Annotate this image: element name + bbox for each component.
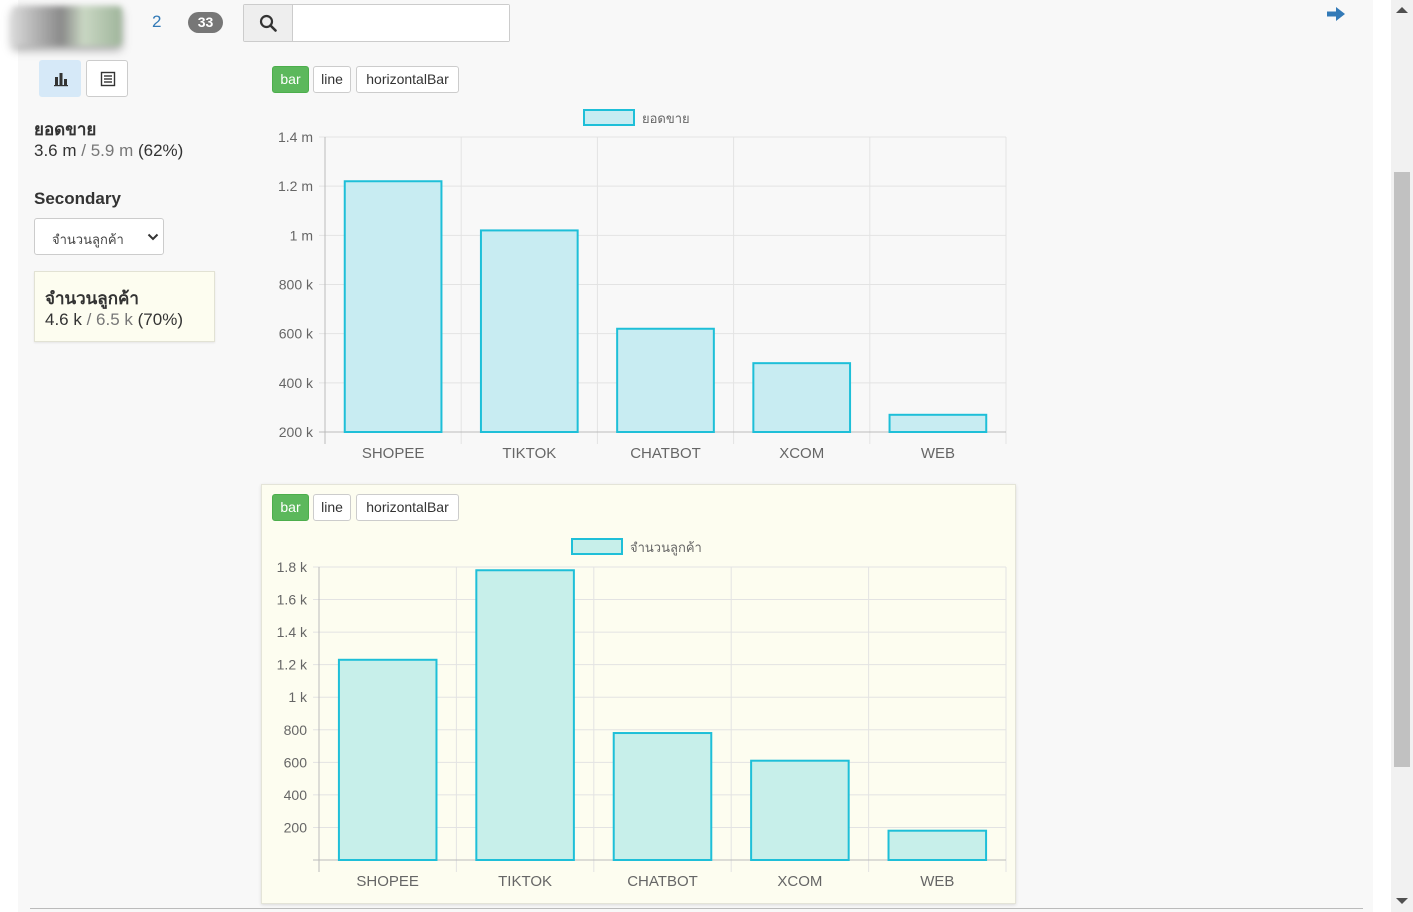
bar — [475, 569, 575, 861]
bottom-divider — [30, 908, 1363, 909]
y-tick-label: 200 — [284, 819, 308, 835]
secondary-value: 4.6 k — [45, 310, 82, 329]
x-tick-label: CHATBOT — [630, 445, 701, 462]
page-number-link[interactable]: 2 — [152, 12, 162, 31]
secondary-total: / 6.5 k — [86, 310, 133, 329]
y-tick-label: 1 m — [290, 227, 313, 243]
arrow-right-icon[interactable] — [1325, 6, 1347, 22]
bar-chart-icon — [54, 73, 68, 87]
secondary-select[interactable]: จำนวนลูกค้า — [34, 218, 164, 255]
y-tick-label: 200 k — [279, 424, 314, 440]
legend-label: จำนวนลูกค้า — [630, 541, 702, 556]
x-tick-label: XCOM — [777, 873, 822, 890]
y-tick-label: 1.8 k — [277, 559, 308, 575]
scroll-thumb[interactable] — [1394, 172, 1410, 767]
y-tick-label: 1.2 k — [277, 657, 308, 673]
secondary-metric-title: จำนวนลูกค้า — [45, 289, 139, 308]
scroll-up-arrow-icon[interactable] — [1396, 7, 1408, 13]
x-tick-label: SHOPEE — [356, 873, 419, 890]
search-group — [243, 4, 510, 42]
y-tick-label: 600 — [284, 754, 308, 770]
x-tick-label: CHATBOT — [627, 873, 698, 890]
chevron-down-icon — [147, 233, 159, 241]
bar — [343, 180, 443, 433]
bar — [616, 327, 715, 433]
search-button[interactable] — [244, 5, 293, 41]
bar — [752, 362, 852, 433]
primary-percent: (62%) — [137, 141, 184, 160]
vertical-scrollbar[interactable] — [1391, 0, 1413, 912]
primary-total: / 5.9 m — [81, 141, 134, 160]
x-tick-label: WEB — [921, 445, 955, 462]
secondary-percent: (70%) — [137, 310, 183, 329]
count-badge: 33 — [188, 12, 223, 33]
y-tick-label: 800 — [284, 722, 308, 738]
x-tick-label: SHOPEE — [362, 445, 425, 462]
chart-view-button[interactable] — [39, 60, 81, 97]
scroll-down-arrow-icon[interactable] — [1396, 898, 1408, 904]
x-tick-label: TIKTOK — [498, 873, 552, 890]
y-tick-label: 1.6 k — [277, 592, 308, 608]
chart1-type-horizontalbar-button[interactable]: horizontalBar — [356, 66, 459, 93]
bar — [612, 732, 713, 861]
y-tick-label: 400 — [284, 787, 308, 803]
primary-metric-title: ยอดขาย — [34, 120, 97, 139]
y-tick-label: 1.4 m — [278, 129, 313, 145]
table-view-button[interactable] — [86, 60, 128, 97]
bar — [750, 759, 850, 862]
legend-swatch — [583, 109, 635, 126]
y-tick-label: 800 k — [279, 277, 314, 293]
secondary-label: Secondary — [34, 189, 121, 208]
x-tick-label: WEB — [920, 873, 954, 890]
bar — [479, 229, 579, 433]
x-tick-label: XCOM — [779, 445, 824, 462]
chart1-type-line-button[interactable]: line — [313, 66, 351, 93]
search-input[interactable] — [293, 5, 509, 41]
x-tick-label: TIKTOK — [502, 445, 556, 462]
bar — [337, 658, 438, 861]
chart2-type-horizontalbar-button[interactable]: horizontalBar — [356, 494, 459, 521]
y-tick-label: 1 k — [288, 689, 308, 705]
secondary-select-value: จำนวนลูกค้า — [52, 232, 124, 247]
legend-label: ยอดขาย — [642, 112, 690, 127]
bar — [888, 413, 988, 433]
primary-value: 3.6 m — [34, 141, 77, 160]
table-icon — [100, 71, 116, 87]
secondary-metric-value: 4.6 k / 6.5 k (70%) — [45, 310, 183, 330]
secondary-metric-card: จำนวนลูกค้า 4.6 k / 6.5 k (70%) — [34, 271, 215, 342]
bar — [887, 829, 988, 862]
search-icon — [259, 14, 277, 32]
chart2-type-bar-button[interactable]: bar — [272, 494, 309, 521]
y-tick-label: 600 k — [279, 326, 314, 342]
chart2-type-line-button[interactable]: line — [313, 494, 351, 521]
chart1-type-bar-button[interactable]: bar — [272, 66, 309, 93]
legend-swatch — [571, 538, 623, 555]
y-tick-label: 400 k — [279, 375, 314, 391]
primary-metric-value: 3.6 m / 5.9 m (62%) — [34, 141, 183, 161]
y-tick-label: 1.4 k — [277, 624, 308, 640]
avatar[interactable] — [12, 6, 122, 46]
y-tick-label: 1.2 m — [278, 178, 313, 194]
